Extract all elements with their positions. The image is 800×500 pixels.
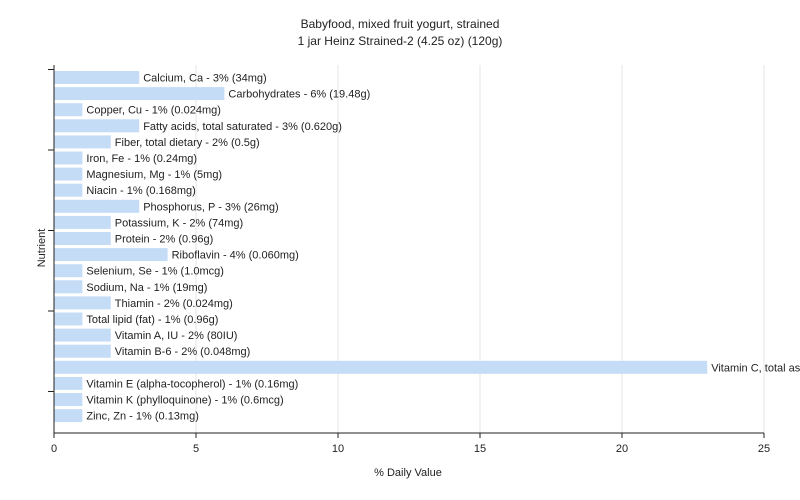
bar-label: Calcium, Ca - 3% (34mg) — [143, 73, 266, 85]
x-tick-label: 10 — [332, 443, 344, 455]
bar-label: Magnesium, Mg - 1% (5mg) — [86, 169, 222, 181]
bar — [54, 135, 111, 149]
bar-label: Sodium, Na - 1% (19mg) — [86, 282, 207, 294]
y-axis-label: Nutrient — [36, 229, 48, 268]
bar-label: Iron, Fe - 1% (0.24mg) — [86, 153, 197, 165]
bar-label: Niacin - 1% (0.168mg) — [86, 185, 195, 197]
x-tick-label: 0 — [51, 443, 57, 455]
bar-label: Potassium, K - 2% (74mg) — [115, 217, 243, 229]
bar — [54, 119, 140, 133]
bar-label: Vitamin E (alpha-tocopherol) - 1% (0.16m… — [86, 378, 298, 390]
bar — [54, 215, 111, 229]
bar — [54, 232, 111, 245]
bar — [54, 264, 83, 278]
bar — [54, 248, 168, 262]
bar-label: Protein - 2% (0.96g) — [115, 234, 213, 246]
bar-label: Selenium, Se - 1% (1.0mcg) — [86, 266, 224, 278]
bar-label: Vitamin K (phylloquinone) - 1% (0.6mcg) — [86, 395, 283, 407]
bar — [54, 183, 83, 197]
bars: Calcium, Ca - 3% (34mg) Carbohydrates - 6… — [54, 71, 800, 423]
bar-label: Vitamin B-6 - 2% (0.048mg) — [115, 346, 251, 358]
bar — [54, 344, 111, 358]
bar — [54, 409, 83, 423]
chart-subtitle: 1 jar Heinz Strained-2 (4.25 oz) (120g) — [298, 34, 503, 48]
bar — [54, 199, 140, 213]
bar-label: Riboflavin - 4% (0.060mg) — [172, 250, 299, 262]
bar-label: Phosphorus, P - 3% (26mg) — [143, 201, 279, 213]
chart-title: Babyfood, mixed fruit yogurt, strained — [301, 17, 500, 31]
bar-label: Copper, Cu - 1% (0.024mg) — [86, 105, 221, 117]
bar-label: Thiamin - 2% (0.024mg) — [115, 298, 233, 310]
bar-label: Total lipid (fat) - 1% (0.96g) — [86, 314, 218, 326]
bar-label: Vitamin A, IU - 2% (80IU) — [115, 330, 238, 342]
bar — [54, 151, 83, 165]
bar-label: Zinc, Zn - 1% (0.13mg) — [86, 411, 198, 423]
bar — [54, 167, 83, 181]
x-tick-label: 15 — [474, 443, 486, 455]
x-tick-label: 25 — [758, 443, 770, 455]
bar — [54, 296, 111, 310]
bar — [54, 376, 83, 390]
bar-label: Carbohydrates - 6% (19.48g) — [228, 89, 370, 101]
bar-label: Fiber, total dietary - 2% (0.5g) — [115, 137, 260, 149]
x-tick-label: 5 — [193, 443, 199, 455]
bar — [54, 87, 225, 101]
axes: 0 5 10 15 20 25 — [48, 65, 770, 455]
bar — [54, 103, 83, 117]
bar-label: Vitamin C, total ascorbic acid - 23% (14… — [711, 362, 800, 374]
bar — [54, 71, 140, 84]
bar — [54, 280, 83, 294]
bar — [54, 393, 83, 406]
bar — [54, 360, 708, 374]
x-tick-label: 20 — [616, 443, 628, 455]
x-axis-label: % Daily Value — [374, 467, 442, 479]
bar — [54, 328, 111, 342]
bar-label: Fatty acids, total saturated - 3% (0.620… — [143, 121, 342, 133]
bar — [54, 312, 83, 326]
